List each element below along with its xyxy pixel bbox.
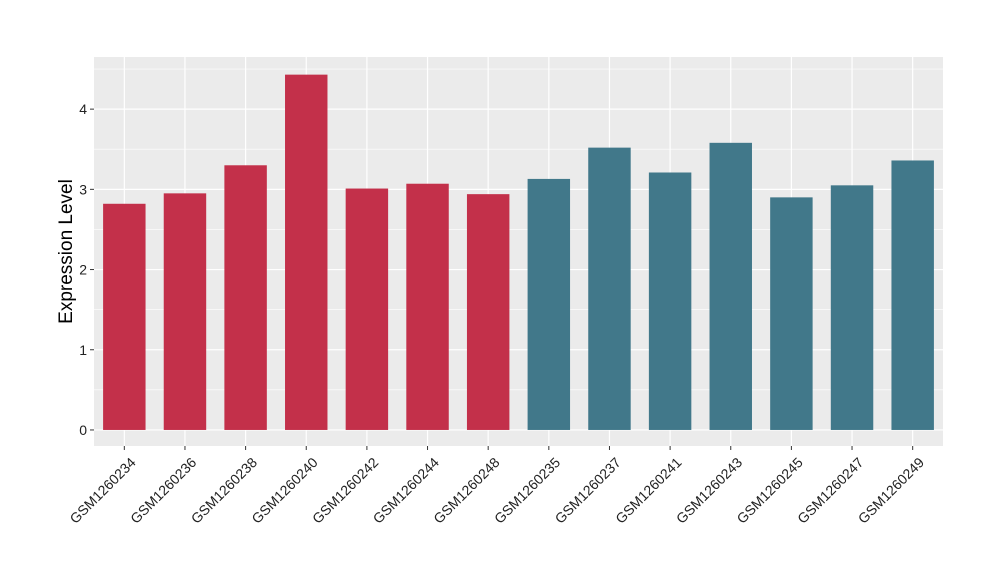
bar-GSM1260241 — [648, 172, 692, 430]
bar-GSM1260242 — [345, 188, 389, 430]
bar-GSM1260240 — [285, 74, 328, 430]
x-axis: GSM1260234GSM1260236GSM1260238GSM1260240… — [66, 446, 927, 527]
bar-GSM1260249 — [891, 160, 934, 430]
bars — [103, 74, 934, 430]
bar-GSM1260235 — [527, 178, 571, 430]
y-tick-label: 4 — [79, 101, 87, 117]
bar-GSM1260247 — [830, 185, 874, 430]
bar-GSM1260234 — [103, 203, 146, 430]
bar-GSM1260244 — [406, 183, 449, 430]
bar-GSM1260248 — [466, 194, 510, 430]
bar-GSM1260236 — [163, 193, 207, 430]
y-tick-label: 2 — [79, 262, 87, 278]
bar-GSM1260237 — [588, 147, 631, 430]
bar-GSM1260243 — [709, 142, 752, 430]
y-tick-label: 3 — [79, 181, 87, 197]
y-tick-label: 1 — [79, 342, 87, 358]
bar-GSM1260238 — [224, 165, 267, 430]
y-axis-title: Expression Level — [56, 179, 77, 324]
y-tick-label: 0 — [79, 422, 87, 438]
bar-GSM1260245 — [770, 197, 813, 430]
plot-panel — [94, 57, 943, 446]
y-axis: 0 1 2 3 4 — [79, 101, 94, 438]
